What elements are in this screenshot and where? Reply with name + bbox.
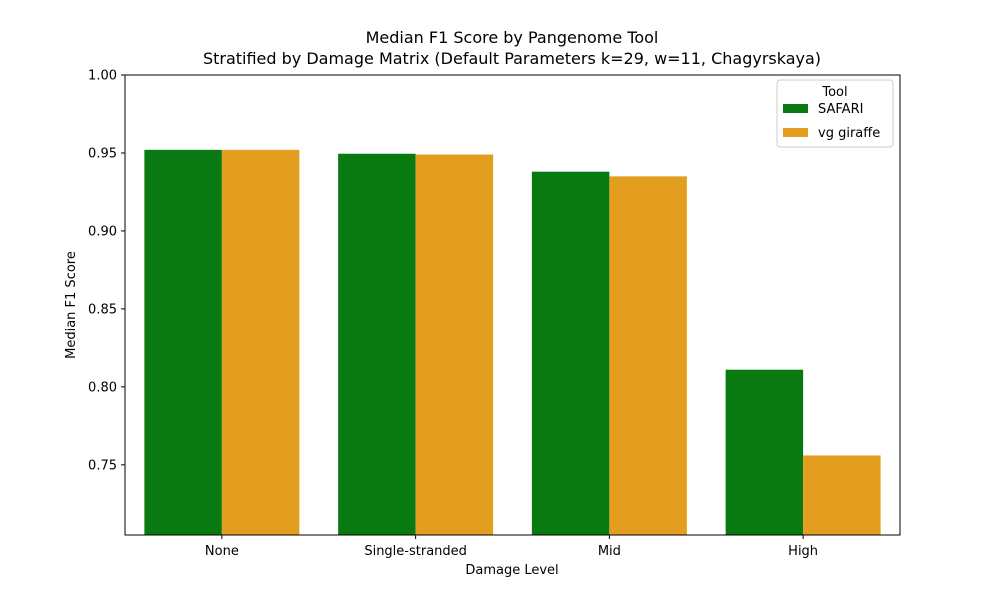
chart-subtitle: Stratified by Damage Matrix (Default Par… (203, 49, 821, 68)
bar-vg-giraffe-single-stranded (415, 154, 494, 535)
y-axis-label: Median F1 Score (64, 251, 79, 359)
bars-group (144, 149, 881, 535)
x-tick-label: Mid (598, 544, 621, 559)
bar-vg-giraffe-mid (609, 176, 687, 535)
bar-safari-none (144, 149, 222, 535)
x-tick-label: High (788, 544, 818, 559)
x-axis: None Single-stranded Mid High (205, 535, 818, 559)
bar-safari-high (725, 369, 804, 535)
legend-title: Tool (821, 85, 847, 100)
legend-label-safari: SAFARI (818, 102, 863, 117)
y-tick-label: 0.90 (88, 224, 117, 239)
x-tick-label: None (205, 544, 239, 559)
legend: Tool SAFARI vg giraffe (776, 79, 894, 148)
bar-vg-giraffe-high (803, 455, 881, 535)
y-tick-label: 0.75 (88, 458, 117, 473)
legend-label-vg-giraffe: vg giraffe (818, 126, 880, 141)
chart-title: Median F1 Score by Pangenome Tool (366, 28, 659, 47)
y-axis: 0.75 0.80 0.85 0.90 0.95 1.00 (88, 69, 125, 473)
bar-safari-mid (531, 171, 610, 535)
plot-frame (124, 74, 901, 536)
y-tick-label: 0.80 (88, 380, 117, 395)
bar-safari-single-stranded (338, 153, 416, 535)
y-tick-label: 0.85 (88, 302, 117, 317)
y-tick-label: 1.00 (88, 69, 117, 84)
legend-swatch-safari (783, 104, 808, 113)
x-axis-label: Damage Level (465, 563, 558, 578)
legend-swatch-vg-giraffe (783, 128, 808, 137)
x-tick-label: Single-stranded (364, 544, 467, 559)
bar-vg-giraffe-none (221, 149, 300, 535)
y-tick-label: 0.95 (88, 146, 117, 161)
